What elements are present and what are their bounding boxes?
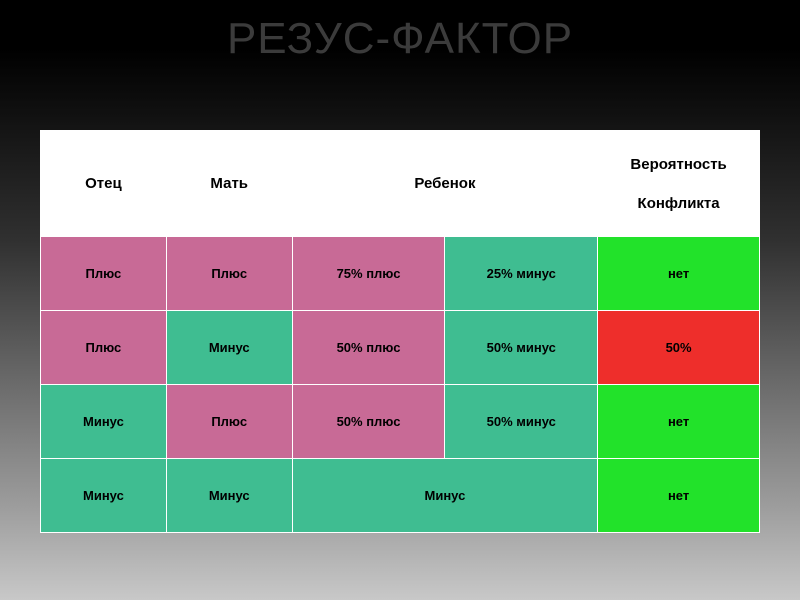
cell-child2: 50% минус <box>445 311 598 385</box>
cell-child1: 75% плюс <box>292 237 445 311</box>
cell-child1: 50% плюс <box>292 311 445 385</box>
header-father: Отец <box>41 131 167 237</box>
page-title: РЕЗУС-ФАКТОР <box>0 14 800 64</box>
cell-father: Минус <box>41 385 167 459</box>
header-conflict-line2: Конфликта <box>602 195 755 212</box>
cell-child2: 25% минус <box>445 237 598 311</box>
cell-child1: 50% плюс <box>292 385 445 459</box>
header-child: Ребенок <box>292 131 598 237</box>
table-row: Минус Плюс 50% плюс 50% минус нет <box>41 385 760 459</box>
header-mother: Мать <box>166 131 292 237</box>
cell-father: Плюс <box>41 311 167 385</box>
cell-father: Плюс <box>41 237 167 311</box>
table-row: Минус Минус Минус нет <box>41 459 760 533</box>
cell-conflict: нет <box>598 237 760 311</box>
cell-father: Минус <box>41 459 167 533</box>
cell-mother: Плюс <box>166 237 292 311</box>
header-row: Отец Мать Ребенок Вероятность Конфликта <box>41 131 760 237</box>
cell-mother: Минус <box>166 459 292 533</box>
cell-conflict: 50% <box>598 311 760 385</box>
table-row: Плюс Минус 50% плюс 50% минус 50% <box>41 311 760 385</box>
cell-mother: Плюс <box>166 385 292 459</box>
cell-child-merged: Минус <box>292 459 598 533</box>
cell-conflict: нет <box>598 385 760 459</box>
table-body: Плюс Плюс 75% плюс 25% минус нет Плюс Ми… <box>41 237 760 533</box>
rh-factor-table: Отец Мать Ребенок Вероятность Конфликта … <box>40 130 760 533</box>
cell-conflict: нет <box>598 459 760 533</box>
table-row: Плюс Плюс 75% плюс 25% минус нет <box>41 237 760 311</box>
header-conflict-line1: Вероятность <box>630 156 726 173</box>
cell-child2: 50% минус <box>445 385 598 459</box>
header-conflict: Вероятность Конфликта <box>598 131 760 237</box>
cell-mother: Минус <box>166 311 292 385</box>
rh-factor-table-wrap: Отец Мать Ребенок Вероятность Конфликта … <box>40 130 760 533</box>
